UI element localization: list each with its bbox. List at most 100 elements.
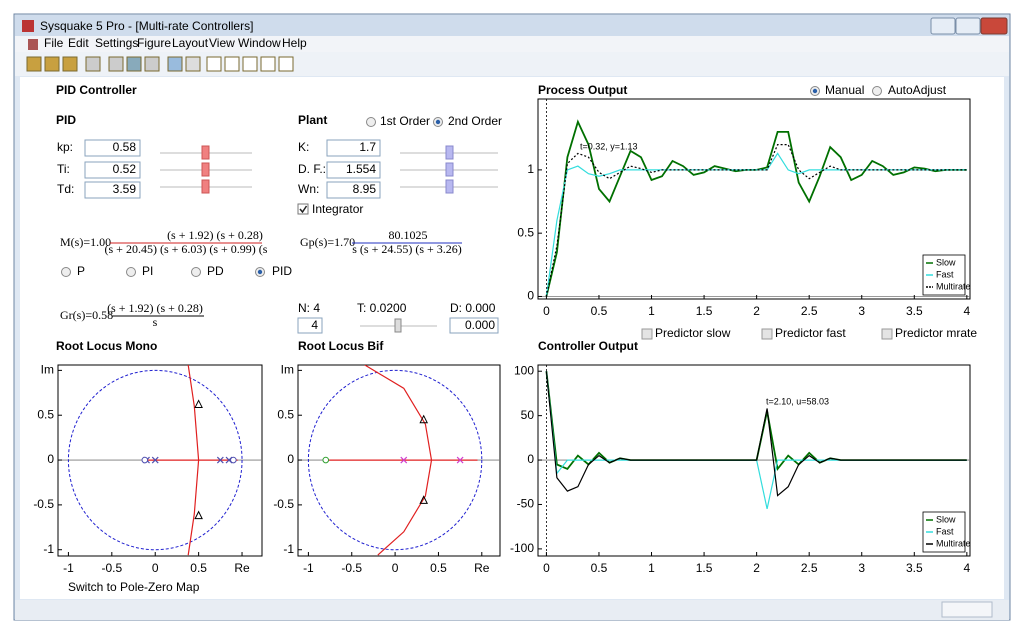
x-tick-label: 1 (648, 304, 655, 318)
y-tick-label: 1 (527, 162, 534, 176)
radio[interactable] (61, 267, 71, 277)
input-box[interactable] (84, 181, 141, 199)
menu-item[interactable]: Window (238, 36, 281, 50)
maximize-button[interactable] (955, 17, 981, 35)
y-tick-label: -0.5 (33, 497, 54, 511)
radio[interactable] (191, 267, 201, 277)
field-value[interactable]: 0.52 (113, 162, 137, 176)
y-tick-label: 100 (514, 363, 534, 377)
switch-link[interactable]: Switch to Pole-Zero Map (68, 580, 200, 594)
radio-label[interactable]: Manual (825, 83, 864, 97)
menu-item[interactable]: Settings (95, 36, 138, 50)
input-box[interactable] (326, 139, 381, 157)
zero-marker (322, 456, 330, 464)
checkbox[interactable] (761, 328, 773, 340)
x-tick-label: 1.5 (696, 304, 713, 318)
field-value[interactable]: 8.95 (353, 182, 377, 196)
field-label: kp: (57, 140, 73, 154)
y-tick-label: -0.5 (273, 497, 294, 511)
y-tick-label: -1 (283, 542, 294, 556)
field-value[interactable]: 1.7 (359, 140, 376, 154)
radio[interactable] (872, 86, 882, 96)
legend-label: Fast (936, 526, 954, 536)
y-tick-label: 0.5 (277, 407, 294, 421)
input-box[interactable] (326, 181, 381, 199)
toolbar-icons[interactable] (26, 56, 294, 72)
y-tick-label: 0 (287, 452, 294, 466)
checkbox-label[interactable]: Predictor mrate (895, 326, 977, 340)
n-value[interactable]: 4 (311, 318, 318, 332)
radio-label[interactable]: PID (272, 264, 292, 278)
x-tick-label: 0.5 (430, 561, 447, 575)
input-box[interactable] (449, 317, 499, 334)
checkbox[interactable] (641, 328, 653, 340)
radio-dot (257, 269, 263, 275)
x-tick-label: 0 (543, 561, 550, 575)
t-label: T: 0.0200 (357, 301, 407, 315)
t-slider-thumb[interactable] (394, 318, 402, 333)
field-value[interactable]: 1.554 (346, 162, 376, 176)
x-tick-label: -0.5 (101, 561, 122, 575)
annotation: t=2.10, u=58.03 (766, 396, 829, 406)
y-tick-label: Im (281, 363, 294, 377)
x-tick-label: 2.5 (801, 561, 818, 575)
checkbox-label[interactable]: Predictor slow (655, 326, 731, 340)
formula-denominator: (s + 20.45) (s + 6.03) (s + 0.99) (s (105, 242, 268, 256)
radio-label[interactable]: 2nd Order (448, 114, 502, 128)
menu-item[interactable]: View (209, 36, 235, 50)
checkbox[interactable] (881, 328, 893, 340)
menu-item[interactable]: Help (282, 36, 307, 50)
input-box[interactable] (84, 161, 141, 179)
formula-lhs: Gr(s)=0.58 (60, 308, 113, 322)
field-label: K: (298, 140, 309, 154)
formula-denominator: s (s + 24.55) (s + 3.26) (352, 242, 462, 256)
checkbox-label[interactable]: Predictor fast (775, 326, 846, 340)
radio-label[interactable]: 1st Order (380, 114, 430, 128)
field-value[interactable]: 0.58 (113, 140, 137, 154)
field-label: Td: (57, 182, 74, 196)
formula-numerator: 80.1025 (389, 228, 428, 242)
toolbar (15, 52, 1009, 76)
x-tick-label: 0 (152, 561, 159, 575)
plot-content (538, 99, 970, 299)
y-tick-label: -1 (43, 542, 54, 556)
y-tick-label: 0 (47, 452, 54, 466)
x-tick-label: 4 (964, 561, 971, 575)
plant-sliders[interactable] (400, 145, 498, 194)
series-line (545, 144, 967, 297)
menu-item[interactable]: Edit (68, 36, 89, 50)
zero-marker (230, 456, 237, 464)
doc-icon (28, 39, 38, 50)
y-tick-label: 50 (521, 408, 535, 422)
menu-item[interactable]: Figure (137, 36, 171, 50)
close-button[interactable] (980, 17, 1008, 35)
radio-label[interactable]: P (77, 264, 85, 278)
checkbox-label[interactable]: Integrator (312, 202, 363, 216)
n-label: N: 4 (298, 301, 320, 315)
y-tick-label: 0 (527, 452, 534, 466)
minimize-button[interactable] (930, 17, 956, 35)
field-value[interactable]: 3.59 (113, 182, 137, 196)
input-box[interactable] (297, 317, 323, 334)
radio-label[interactable]: PD (207, 264, 224, 278)
radio-label[interactable]: PI (142, 264, 153, 278)
d-value[interactable]: 0.000 (465, 318, 495, 332)
x-tick-label: 3.5 (906, 304, 923, 318)
input-box[interactable] (326, 161, 381, 179)
locus-marker (194, 510, 203, 520)
legend-label: Multirate (936, 538, 971, 548)
input-box[interactable] (84, 139, 141, 157)
pid-sliders[interactable] (160, 145, 252, 194)
checkbox[interactable] (297, 203, 309, 215)
x-tick-label: -1 (303, 561, 314, 575)
menu-item[interactable]: File (44, 36, 64, 50)
annotation: t=0.32, y=1.13 (580, 141, 638, 151)
x-tick-label: 3.5 (906, 561, 923, 575)
x-tick-label: 1 (648, 561, 655, 575)
menu-item[interactable]: Layout (172, 36, 209, 50)
radio-label[interactable]: AutoAdjust (888, 83, 947, 97)
radio[interactable] (366, 117, 376, 127)
radio[interactable] (126, 267, 136, 277)
formula-numerator: (s + 1.92) (s + 0.28) (107, 301, 203, 315)
